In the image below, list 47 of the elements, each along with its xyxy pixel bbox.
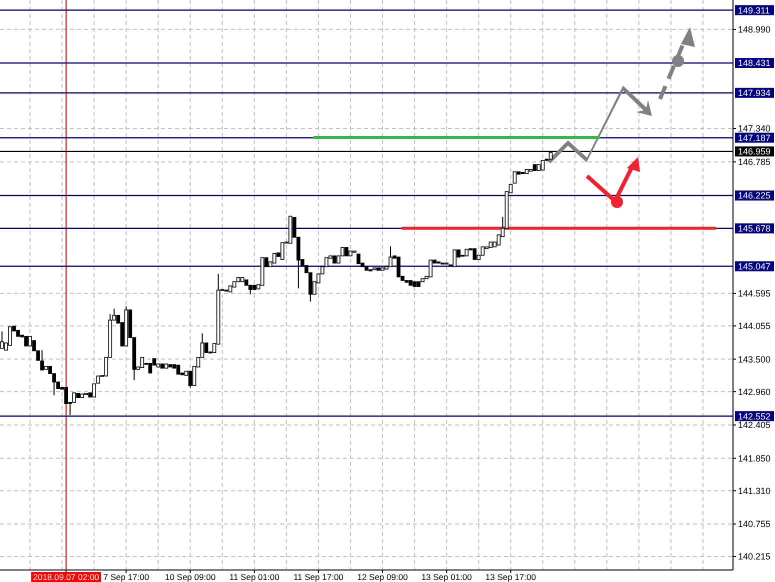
ref-line-label: 146.225: [738, 190, 771, 201]
y-tick-label: 141.310: [738, 486, 771, 496]
y-tick-label: 144.595: [738, 288, 771, 299]
y-tick-label: 140.755: [738, 519, 771, 530]
x-tick-label: 2018.09.07 02:00: [32, 572, 100, 582]
y-tick-label: 142.960: [738, 386, 771, 397]
y-tick-label: 142.405: [738, 420, 771, 430]
candlestick: [140, 356, 144, 368]
y-tick-label: 148.990: [738, 24, 771, 35]
candlestick: [472, 248, 477, 260]
candlestick: [396, 256, 400, 278]
candlestick: [388, 246, 392, 268]
candlestick: [280, 242, 284, 260]
ref-line-label: 146.959: [738, 146, 771, 157]
x-tick-label: 10 Sep 09:00: [164, 572, 216, 582]
candlestick: [428, 260, 432, 278]
ref-line-label: 148.431: [738, 58, 771, 68]
ref-line-label: 145.047: [738, 261, 771, 272]
x-tick-label: 11 Sep 17:00: [293, 572, 344, 582]
x-tick-label: 13 Sep 17:00: [485, 572, 536, 582]
candlestick: [64, 387, 68, 404]
candlestick: [356, 254, 360, 264]
x-tick-label: 13 Sep 01:00: [421, 572, 472, 582]
x-tick-label: 7 Sep 17:00: [103, 572, 150, 582]
y-tick-label: 146.785: [738, 157, 771, 168]
candlestick: [512, 171, 517, 184]
y-tick-label: 147.340: [738, 124, 771, 134]
ref-line-label: 147.187: [738, 132, 771, 143]
candlestick: [540, 160, 545, 170]
y-tick-label: 144.055: [738, 320, 771, 331]
candlestick: [72, 392, 76, 403]
ref-line-label: 142.552: [738, 411, 771, 422]
x-tick-label: 11 Sep 01:00: [229, 572, 280, 582]
candlestick: [92, 383, 96, 398]
y-tick-label: 143.500: [738, 354, 771, 364]
candlestick: [24, 336, 28, 346]
ref-line-label: 147.934: [738, 88, 771, 98]
candlestick: [0, 331, 4, 349]
candlestick: [452, 249, 457, 268]
candlestick: [176, 364, 180, 375]
candlestick: [272, 253, 276, 264]
candlestick: [40, 350, 44, 370]
y-tick-label: 140.215: [738, 552, 771, 562]
y-tick-label: 141.850: [738, 453, 771, 464]
ref-line-label: 145.678: [738, 224, 771, 234]
ref-line-label: 149.311: [738, 5, 770, 16]
x-tick-label: 12 Sep 09:00: [357, 572, 408, 582]
